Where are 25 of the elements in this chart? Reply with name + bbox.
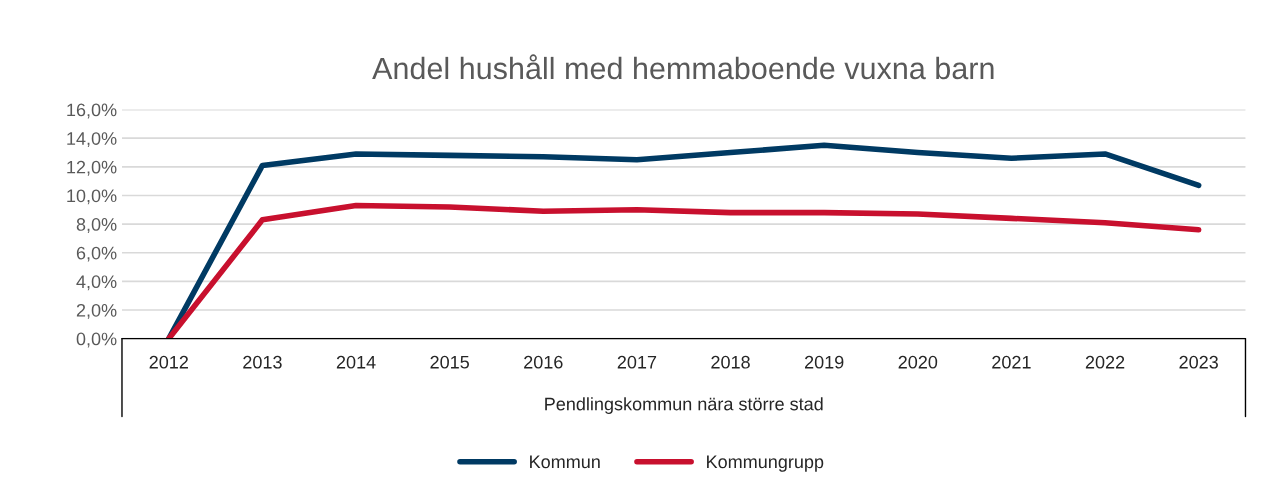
x-tick-label: 2020	[898, 355, 938, 369]
x-tick-label: 2014	[336, 355, 376, 369]
x-tick-label: 2021	[992, 355, 1031, 369]
x-tick-label: 2019	[804, 355, 844, 369]
x-tick-label: 2013	[243, 355, 282, 369]
y-tick-label: 6,0%	[76, 246, 117, 262]
x-axis-title: Pendlingskommun nära större stad	[545, 397, 823, 414]
y-tick-label: 2,0%	[76, 303, 117, 319]
y-tick-label: 8,0%	[76, 218, 117, 233]
x-tick-label: 2023	[1179, 355, 1218, 369]
x-tick-label: 2017	[617, 355, 657, 369]
x-tick-label: 2018	[711, 355, 750, 369]
y-tick-label: 0,0%	[76, 332, 117, 348]
y-tick-label: 10,0%	[67, 189, 117, 205]
y-tick-label: 12,0%	[67, 160, 117, 176]
x-tick-label: 2012	[149, 355, 188, 369]
x-tick-label: 2016	[524, 355, 563, 369]
y-tick-label: 14,0%	[67, 132, 117, 148]
legend-label: Kommun	[530, 455, 600, 469]
y-tick-label: 16,0%	[67, 103, 117, 119]
chart-title: Andel hushåll med hemmaboende vuxna barn	[372, 54, 994, 80]
y-tick-label: 4,0%	[76, 275, 117, 291]
x-tick-label: 2015	[430, 355, 469, 369]
legend-label: Kommungrupp	[707, 455, 824, 472]
x-tick-label: 2022	[1085, 355, 1125, 369]
